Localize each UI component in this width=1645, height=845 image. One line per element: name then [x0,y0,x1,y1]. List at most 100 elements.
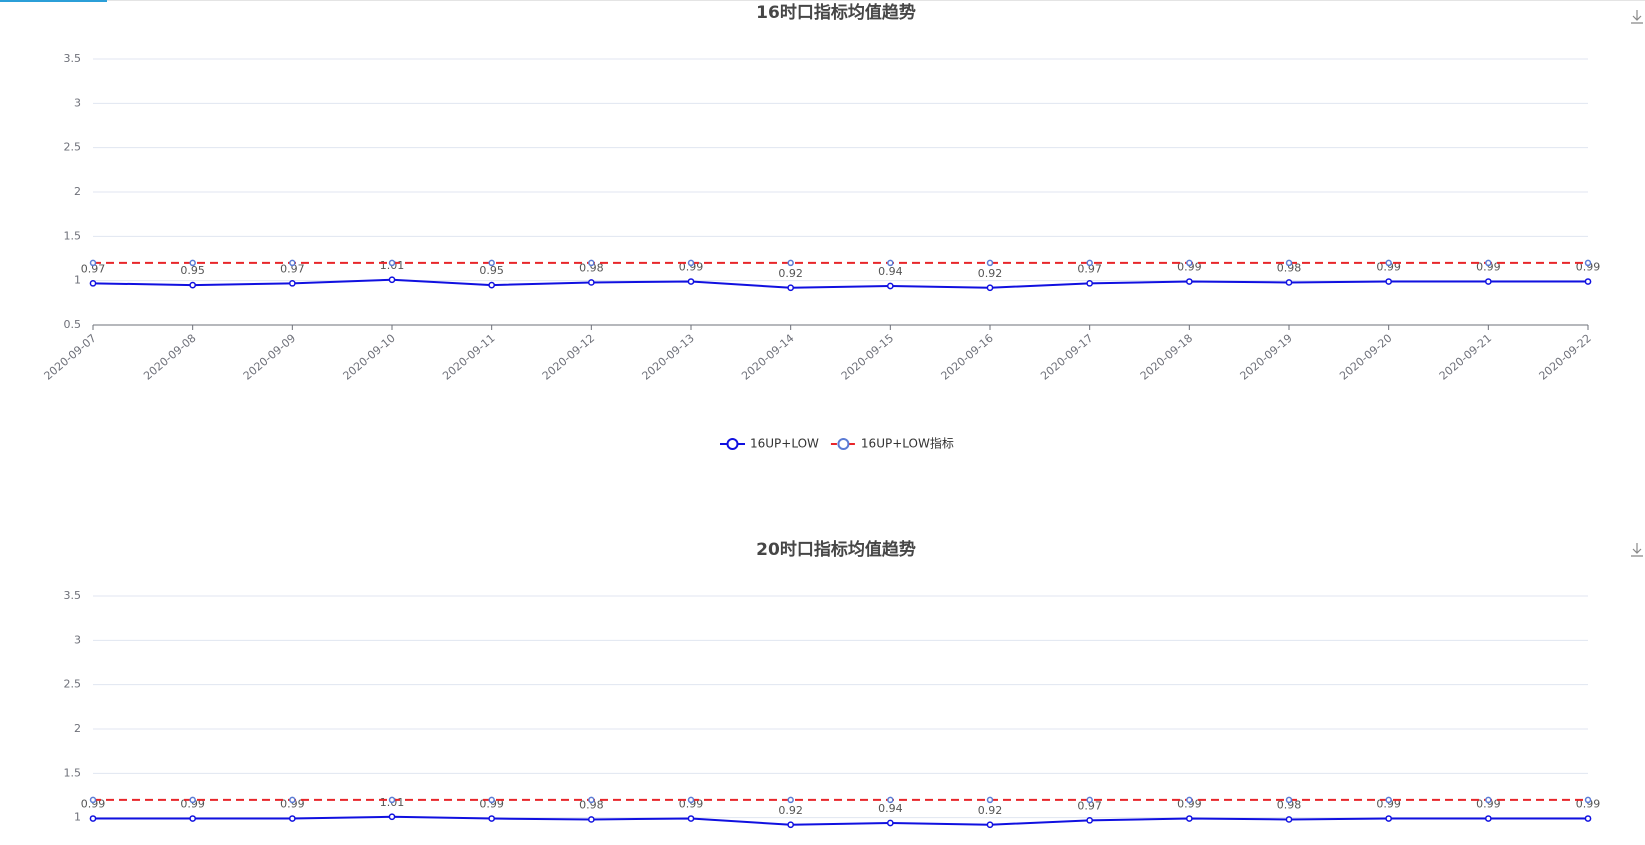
y-tick-label: 1.5 [64,766,82,779]
data-point [886,819,894,827]
download-button[interactable] [1631,10,1643,24]
data-point [89,796,97,804]
data-point [587,279,595,286]
data-point [388,259,396,267]
data-label: 0.94 [878,265,903,278]
data-point [1285,279,1293,286]
x-tick-label: 2020-09-12 [540,332,597,383]
y-tick-label: 0.5 [64,318,82,331]
data-point [488,259,495,267]
data-point [886,282,894,290]
x-tick-label: 2020-09-22 [1537,332,1594,383]
download-icon [1631,543,1643,557]
x-tick-label: 2020-09-18 [1138,332,1195,383]
data-point [887,796,894,804]
data-point [887,259,894,267]
data-point [1484,278,1492,285]
data-label: 0.98 [1277,798,1302,811]
data-label: 0.94 [878,802,903,815]
y-tick-label: 2 [74,185,81,198]
data-point [288,279,296,287]
data-point [488,815,496,822]
legend-symbol [837,438,850,450]
data-label: 0.92 [978,267,1003,280]
data-point [1086,796,1093,804]
data-point [189,815,197,822]
legend-label: 16UP+LOW指标 [861,436,954,451]
data-label: 0.99 [280,798,305,811]
data-point [986,796,994,804]
x-tick-label: 2020-09-09 [241,332,298,383]
data-point [1086,279,1094,287]
data-point [288,815,296,822]
y-tick-label: 2.5 [64,678,82,691]
data-point [89,259,97,267]
download-button[interactable] [1631,543,1643,557]
x-tick-label: 2020-09-11 [440,332,497,383]
data-label: 0.98 [1277,261,1302,274]
data-point [1584,278,1592,285]
series-line [92,278,1588,289]
data-point [986,284,994,292]
data-point [1584,259,1592,267]
y-tick-label: 2.5 [64,141,82,154]
legend-item[interactable]: 16UP+LOW [720,437,819,451]
x-tick-label: 2020-09-08 [141,332,198,383]
data-label: 0.95 [180,264,205,277]
series-line [93,815,1588,826]
data-point [588,796,595,804]
data-point [189,796,196,804]
data-point [1485,259,1492,267]
x-tick-label: 2020-09-19 [1238,332,1295,383]
data-point [1385,796,1392,804]
data-label: 0.99 [1476,261,1501,274]
data-point [687,259,695,267]
data-label: 0.99 [1177,798,1202,811]
data-point [1584,815,1592,822]
y-tick-label: 3 [74,633,81,646]
data-point [588,259,595,267]
x-tick-label: 2020-09-10 [341,332,398,383]
data-point [1185,815,1193,822]
data-label: 0.98 [579,261,604,274]
x-tick-label: 2020-09-17 [1038,332,1095,383]
data-point [189,281,197,289]
data-point [787,821,795,829]
data-point [1385,259,1392,267]
data-point [488,281,496,289]
active-tab-indicator [0,0,107,2]
data-point [787,284,795,292]
data-label: 0.97 [280,262,305,275]
legend-item[interactable]: 16UP+LOW指标 [830,436,954,451]
y-tick-label: 3 [74,96,81,109]
download-icon [1631,10,1643,24]
data-point [1185,278,1193,285]
data-point [1285,816,1293,823]
x-tick-label: 2020-09-15 [839,332,896,383]
data-point [89,279,97,287]
x-tick-label: 2020-09-14 [739,332,796,383]
legend-label: 16UP+LOW [750,437,819,451]
y-tick-label: 3.5 [64,52,82,65]
data-point [289,259,296,267]
data-label: 0.97 [1077,799,1102,812]
data-label: 0.97 [1077,262,1102,275]
data-point [1086,816,1094,824]
data-label: 0.99 [1476,798,1501,811]
x-tick-label: 2020-09-20 [1337,332,1394,383]
y-tick-label: 1.5 [64,229,82,242]
data-point [388,276,396,284]
data-label: 0.92 [778,267,803,280]
top-border [0,0,1645,1]
data-point [986,821,994,829]
legend-symbol [726,438,739,450]
data-point [388,796,396,804]
data-point [687,278,695,285]
data-point [1385,278,1393,285]
data-label: 0.95 [479,264,504,277]
y-tick-label: 2 [74,722,81,735]
data-point [189,259,196,267]
data-point [388,813,396,821]
data-point [289,796,296,804]
